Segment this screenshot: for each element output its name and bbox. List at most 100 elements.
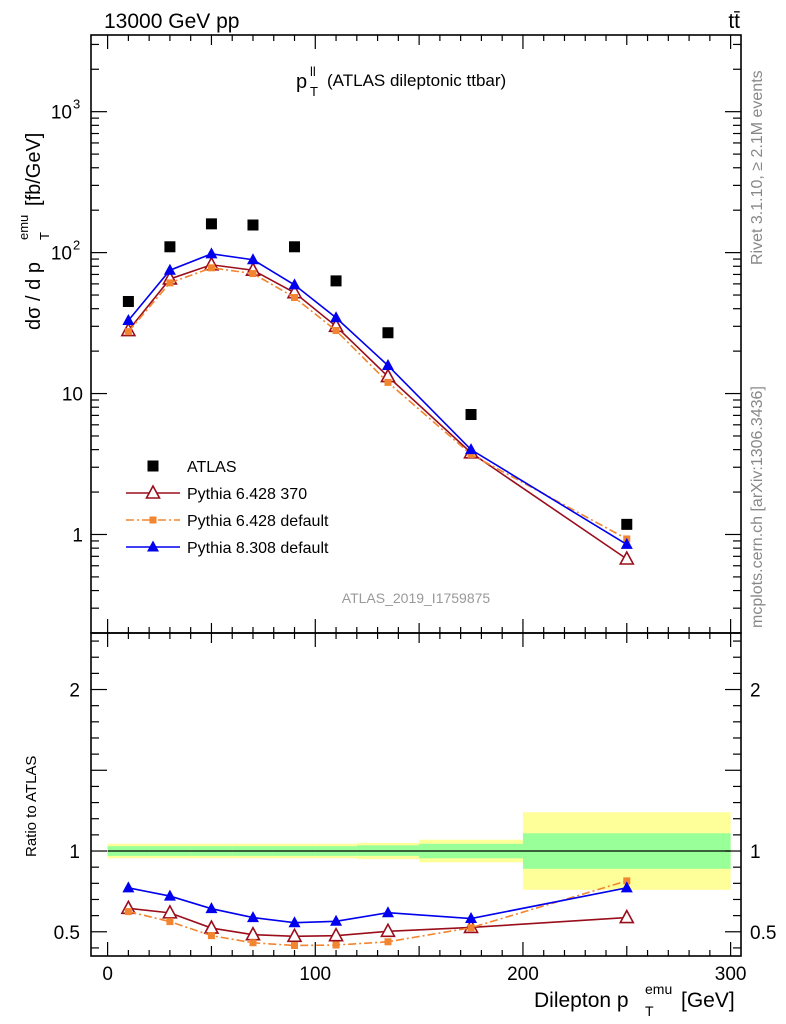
y-tick-label-exponent: 2 xyxy=(73,238,80,253)
y-tick-label: 1 xyxy=(72,525,83,546)
data-point xyxy=(330,275,342,287)
ratio-frame xyxy=(90,632,742,957)
ratio-y-tick-label-right: 2 xyxy=(750,681,761,702)
ratio-data-point xyxy=(384,938,392,946)
legend-label: Pythia 8.308 default xyxy=(187,540,329,557)
ratio-data-point xyxy=(328,926,344,942)
main-ylabel-pre: dσ / d p xyxy=(23,262,45,330)
legend: ATLAS Pythia 6.428 370 Pythia 6.428 defaul… xyxy=(126,459,329,557)
ratio-data-point xyxy=(330,914,343,926)
ratio-data-point xyxy=(246,911,259,923)
xlabel-sup: emu xyxy=(645,981,672,997)
ratio-data-point xyxy=(166,918,174,926)
legend-entry: Pythia 6.428 default xyxy=(126,513,329,530)
main-ylabel-sup: emu xyxy=(16,215,31,240)
observable-title: p ll T (ATLAS dileptonic ttbar) xyxy=(296,64,506,99)
ratio-data-point xyxy=(618,908,635,924)
ratio-data-point xyxy=(288,916,301,928)
xlabel-pre: Dilepton p xyxy=(534,989,629,1012)
ratio-data-point xyxy=(249,939,257,947)
data-point xyxy=(381,359,394,371)
data-point xyxy=(467,450,475,458)
data-point xyxy=(621,518,633,530)
ratio-series-line xyxy=(128,907,627,938)
ratio-data-point xyxy=(467,924,475,932)
ratio-data-point xyxy=(207,932,215,940)
legend-marker xyxy=(147,460,159,472)
ratio-data-point xyxy=(163,889,176,901)
ratio-ylabel: Ratio to ATLAS xyxy=(23,756,40,857)
legend-entry: Pythia 8.308 default xyxy=(126,540,329,557)
ratio-y-tick-label: 1 xyxy=(69,842,80,863)
legend-marker xyxy=(145,484,161,499)
data-point xyxy=(122,295,134,307)
ratio-y-tick-label-right: 0.5 xyxy=(750,923,776,944)
ratio-data-point xyxy=(286,927,303,943)
y-tick-label-exponent: 3 xyxy=(73,97,80,112)
ratio-panel xyxy=(107,812,731,950)
legend-entry: ATLAS xyxy=(147,459,237,476)
observable-sup: ll xyxy=(310,64,316,79)
ratio-data-point xyxy=(205,902,218,914)
ratio-data-point xyxy=(380,922,396,938)
data-point xyxy=(124,328,132,336)
legend-marker xyxy=(149,516,157,524)
observable-main: p xyxy=(296,71,307,93)
legend-label: Pythia 6.428 370 xyxy=(187,486,307,503)
legend-entry: Pythia 6.428 370 xyxy=(126,484,307,503)
y-tick-label: 10 xyxy=(51,244,72,265)
data-point xyxy=(205,247,218,259)
data-point xyxy=(166,279,174,287)
data-point xyxy=(289,241,301,253)
data-point xyxy=(330,311,343,323)
observable-sub: T xyxy=(310,84,318,99)
side-rivet-label: Rivet 3.1.10, ≥ 2.1M events xyxy=(749,70,766,265)
x-tick-label: 100 xyxy=(299,964,331,985)
ratio-y-tick-label: 0.5 xyxy=(54,923,80,944)
legend-marker xyxy=(147,540,159,552)
ratio-data-point xyxy=(620,881,633,893)
ratio-data-point xyxy=(162,904,178,919)
data-point xyxy=(620,537,633,549)
series-atlas xyxy=(122,218,633,530)
energy-label: 13000 GeV pp xyxy=(104,10,239,33)
ratio-data-point xyxy=(332,941,340,949)
main-ylabel-post: [fb/GeV] xyxy=(23,133,45,206)
data-point xyxy=(122,313,135,325)
side-mcplots-label: mcplots.cern.ch [arXiv:1306.3436] xyxy=(749,386,766,628)
legend-label: Pythia 6.428 default xyxy=(187,513,329,530)
ratio-data-point xyxy=(291,942,299,950)
data-point xyxy=(384,378,392,386)
data-point xyxy=(465,443,478,455)
ratio-series-pythia-8-308-default xyxy=(122,881,633,928)
data-point xyxy=(249,270,257,278)
data-point xyxy=(382,327,394,339)
ratio-y-tick-label: 2 xyxy=(69,681,80,702)
data-point xyxy=(205,218,217,230)
ratio-series-line xyxy=(128,880,628,947)
data-point xyxy=(618,550,635,565)
ratio-y-tick-label-right: 1 xyxy=(750,842,761,863)
analysis-id: ATLAS_2019_I1759875 xyxy=(342,590,491,606)
y-tick-label: 10 xyxy=(51,103,72,124)
ratio-data-point xyxy=(381,906,394,918)
xlabel: Dilepton p emu T [GeV] xyxy=(534,981,735,1019)
main-panel xyxy=(120,218,635,565)
data-point xyxy=(246,253,259,265)
observable-rest: (ATLAS dileptonic ttbar) xyxy=(327,71,506,90)
data-point xyxy=(207,264,215,272)
data-point xyxy=(163,263,176,275)
xlabel-post: [GeV] xyxy=(681,989,735,1012)
data-point xyxy=(291,294,299,302)
main-ylabel: dσ / d p emu T [fb/GeV] xyxy=(16,133,52,330)
process-label: tt̄ xyxy=(728,10,740,33)
ratio-data-point xyxy=(465,912,478,924)
series-pythia-8-308-default xyxy=(122,247,633,549)
data-point xyxy=(288,278,301,290)
ratio-series-pythia-6-428-default xyxy=(124,877,631,950)
main-ylabel-sub: T xyxy=(37,232,52,240)
ratio-series-line xyxy=(128,887,627,924)
x-tick-label: 200 xyxy=(507,964,539,985)
ratio-series-pythia-6-428-370 xyxy=(120,899,635,943)
